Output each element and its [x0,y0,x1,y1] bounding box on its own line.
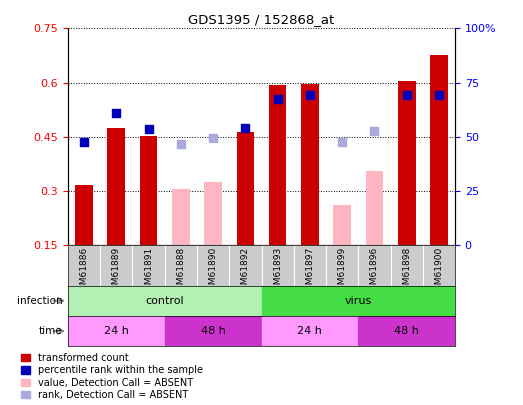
Bar [68,286,262,316]
Bar [262,316,358,346]
Point [435,92,443,98]
Text: GSM61891: GSM61891 [144,247,153,296]
Text: GSM61888: GSM61888 [176,247,185,296]
Bar [108,128,125,245]
Point [338,139,346,145]
Bar [75,185,93,245]
Text: GSM61892: GSM61892 [241,247,250,296]
Bar [262,286,455,316]
Bar [358,316,455,346]
Text: GSM61890: GSM61890 [209,247,218,296]
Bar [236,132,254,245]
Text: GSM61889: GSM61889 [112,247,121,296]
Point [80,139,88,145]
Title: GDS1395 / 152868_at: GDS1395 / 152868_at [188,13,335,26]
Bar [398,81,415,245]
Text: GSM61899: GSM61899 [338,247,347,296]
Text: virus: virus [345,296,372,306]
Point [403,92,411,98]
Point [112,110,120,117]
Text: time: time [39,326,63,336]
Text: GSM61897: GSM61897 [305,247,314,296]
Text: 24 h: 24 h [104,326,129,336]
Text: GSM61896: GSM61896 [370,247,379,296]
Text: GSM61900: GSM61900 [435,247,444,296]
Bar [165,316,262,346]
Point [241,124,249,131]
Bar [269,85,287,245]
Bar [333,205,351,245]
Point [177,141,185,147]
Bar [140,136,157,245]
Text: infection: infection [17,296,63,306]
Bar [301,83,319,245]
Point [274,96,282,102]
Text: control: control [145,296,184,306]
Point [144,126,153,133]
Text: 48 h: 48 h [394,326,419,336]
Legend: transformed count, percentile rank within the sample, value, Detection Call = AB: transformed count, percentile rank withi… [20,353,203,400]
Text: 24 h: 24 h [298,326,322,336]
Text: GSM61886: GSM61886 [79,247,88,296]
Bar [68,316,165,346]
Text: GSM61893: GSM61893 [273,247,282,296]
Bar [204,182,222,245]
Bar [366,171,383,245]
Text: GSM61898: GSM61898 [402,247,411,296]
Point [209,135,218,142]
Bar [172,189,190,245]
Text: 48 h: 48 h [201,326,225,336]
Point [305,92,314,98]
Bar [430,55,448,245]
Point [370,128,379,134]
